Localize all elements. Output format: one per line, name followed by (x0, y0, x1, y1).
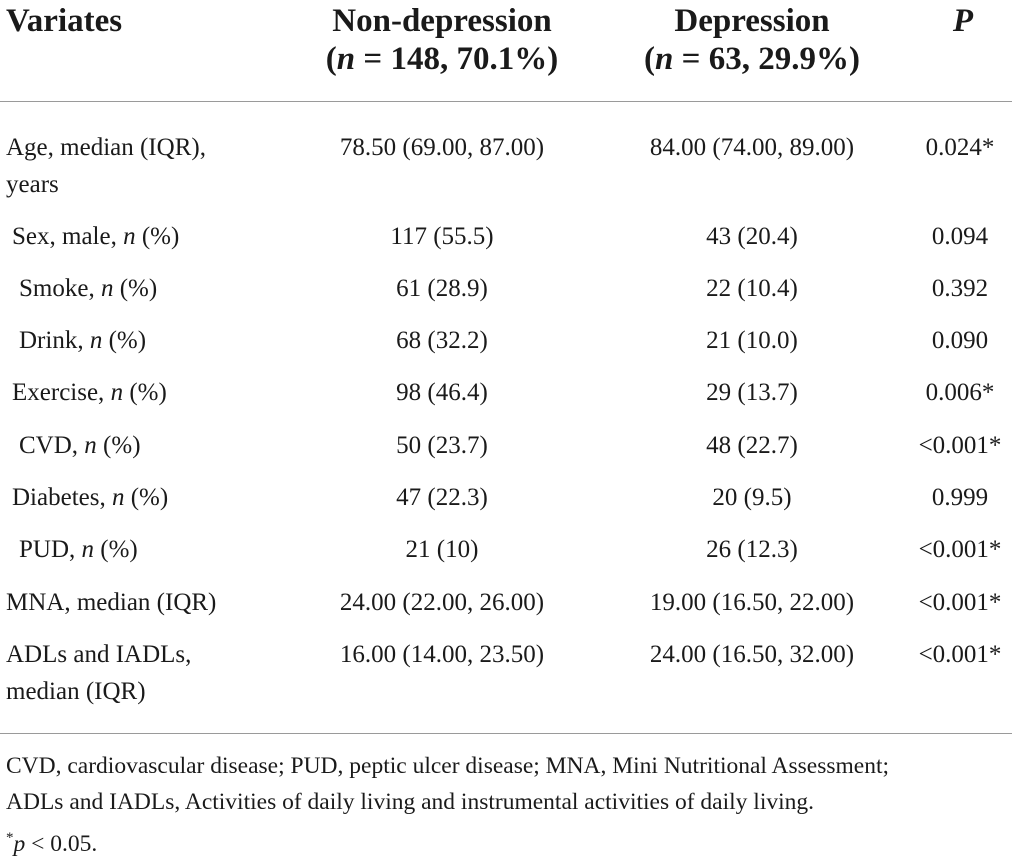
row-pud-depression: 26 (12.3) (706, 536, 798, 563)
row-exercise-label: Exercise, n (%) (12, 374, 167, 411)
row-exercise-non-depression: 98 (46.4) (396, 379, 488, 406)
row-sex-label-text: Sex, male, (12, 223, 124, 250)
row-drink-non-depression: 68 (32.2) (396, 327, 488, 354)
row-sex-p: 0.094 (931, 223, 989, 250)
row-adls-label-line2: median (IQR) (6, 678, 146, 705)
row-diabetes-label: Diabetes, n (%) (12, 479, 168, 516)
row-exercise-label-n: n (110, 379, 124, 406)
row-drink-label: Drink, n (%) (19, 322, 146, 359)
row-smoke-p: 0.392 (931, 275, 989, 302)
header-p: P (920, 2, 1006, 40)
footnote-abbreviations-line2: ADLs and IADLs, Activities of daily livi… (6, 789, 815, 815)
row-cvd-p: <0.001* (918, 432, 1002, 459)
row-pud-label: PUD, n (%) (19, 531, 138, 568)
row-drink-depression: 21 (10.0) (706, 327, 798, 354)
row-exercise-p: 0.006* (925, 379, 995, 406)
row-drink-label-pct: (%) (102, 327, 147, 354)
row-drink-p: 0.090 (931, 327, 989, 354)
header-non-depression-title: Non-depression (332, 3, 552, 39)
row-smoke-label: Smoke, n (%) (19, 270, 157, 307)
row-sex-label: Sex, male, n (%) (12, 218, 179, 255)
row-cvd-label: CVD, n (%) (19, 427, 141, 464)
header-depression-count: = 63, 29.9%) (673, 41, 860, 77)
row-pud-label-n: n (81, 536, 95, 563)
header-non-depression-sub: (n = 148, 70.1%) (325, 41, 559, 77)
row-smoke-label-n: n (100, 275, 114, 302)
row-sex-depression: 43 (20.4) (706, 223, 798, 250)
header-depression-title: Depression (674, 3, 830, 39)
row-diabetes-label-pct: (%) (124, 484, 169, 511)
header-depression-n: n (655, 41, 674, 77)
row-age-depression: 84.00 (74.00, 89.00) (649, 134, 855, 161)
row-exercise-label-text: Exercise, (12, 379, 111, 406)
footnote-abbreviations-line1: CVD, cardiovascular disease; PUD, peptic… (6, 753, 890, 779)
row-sex-non-depression: 117 (55.5) (390, 223, 494, 250)
row-mna-non-depression: 24.00 (22.00, 26.00) (339, 589, 545, 616)
row-mna-label: MNA, median (IQR) (6, 589, 217, 616)
row-cvd-label-pct: (%) (96, 432, 141, 459)
footnote-threshold: < 0.05. (25, 830, 98, 857)
row-age-p: 0.024* (925, 134, 995, 161)
footnote-star: * (6, 830, 14, 846)
row-exercise-label-pct: (%) (123, 379, 167, 406)
row-diabetes-depression: 20 (9.5) (712, 484, 792, 511)
row-mna-p: <0.001* (918, 589, 1002, 616)
row-pud-label-pct: (%) (94, 536, 138, 563)
header-variates: Variates (6, 3, 123, 39)
footer-rule (0, 733, 1012, 734)
row-age-label-line2: years (6, 171, 59, 198)
row-adls-p: <0.001* (918, 641, 1002, 668)
row-cvd-non-depression: 50 (23.7) (396, 432, 488, 459)
row-smoke-label-pct: (%) (113, 275, 158, 302)
row-cvd-label-n: n (84, 432, 97, 459)
header-depression: Depression (n = 63, 29.9%) (602, 2, 902, 78)
header-non-depression-count: = 148, 70.1%) (355, 41, 559, 77)
footnote-p: p (13, 830, 26, 857)
header-non-depression: Non-depression (n = 148, 70.1%) (292, 2, 592, 78)
row-adls-label: ADLs and IADLs, median (IQR) (6, 636, 191, 710)
footnote-significance: *p < 0.05. (6, 820, 97, 862)
row-age-non-depression: 78.50 (69.00, 87.00) (339, 134, 545, 161)
header-rule (0, 101, 1012, 102)
row-diabetes-label-text: Diabetes, (12, 484, 112, 511)
row-drink-label-text: Drink, (19, 327, 90, 354)
header-non-depression-n: n (336, 41, 356, 77)
row-smoke-non-depression: 61 (28.9) (396, 275, 488, 302)
row-cvd-depression: 48 (22.7) (706, 432, 798, 459)
row-cvd-label-text: CVD, (19, 432, 85, 459)
row-smoke-label-text: Smoke, (19, 275, 101, 302)
row-adls-non-depression: 16.00 (14.00, 23.50) (339, 641, 545, 668)
row-diabetes-p: 0.999 (931, 484, 989, 511)
header-depression-sub: (n = 63, 29.9%) (644, 41, 860, 77)
header-p-label: P (952, 3, 974, 39)
row-smoke-depression: 22 (10.4) (706, 275, 798, 302)
row-drink-label-n: n (89, 327, 103, 354)
row-age-label-line1: Age, median (IQR), (6, 134, 206, 161)
row-pud-p: <0.001* (918, 536, 1002, 563)
row-adls-label-line1: ADLs and IADLs, (6, 641, 192, 668)
row-diabetes-non-depression: 47 (22.3) (396, 484, 488, 511)
row-age-label: Age, median (IQR), years (6, 129, 206, 203)
row-sex-label-pct: (%) (135, 223, 180, 250)
row-pud-label-text: PUD, (19, 536, 82, 563)
row-adls-depression: 24.00 (16.50, 32.00) (649, 641, 855, 668)
row-exercise-depression: 29 (13.7) (706, 379, 798, 406)
row-diabetes-label-n: n (111, 484, 125, 511)
row-sex-label-n: n (123, 223, 136, 250)
row-pud-non-depression: 21 (10) (405, 536, 479, 563)
row-mna-depression: 19.00 (16.50, 22.00) (649, 589, 855, 616)
